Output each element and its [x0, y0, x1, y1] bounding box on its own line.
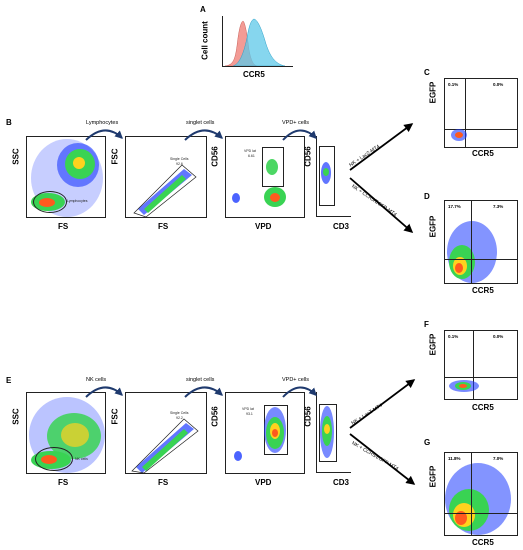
panel-b-plot4-xlabel: CD3	[333, 222, 350, 231]
panel-b-plot3-cd56-vpd: VPD lat 6.61	[225, 136, 305, 218]
panel-d-xlabel: CCR5	[472, 286, 494, 295]
panel-e-step-1: NK cells	[86, 377, 107, 383]
lymphocytes-gate	[33, 191, 67, 213]
singlet-diagonal-svg	[133, 164, 197, 217]
histogram-svg	[224, 18, 286, 66]
panel-e-plot2-fsc-fs: Single Cells 92.2	[125, 392, 207, 474]
panel-e-plot3-ylabel: CD56	[210, 406, 220, 427]
panel-e-step-3: VPD+ cells	[282, 377, 310, 383]
histogram-blue-curve	[232, 18, 286, 66]
panel-b-plot4-cd56-cd3	[316, 136, 351, 217]
vpd-gate-label: VPD lat	[244, 149, 256, 153]
panel-e-plot2-ylabel: FSC	[110, 408, 120, 425]
panel-a-xlabel: CCR5	[243, 70, 265, 79]
panel-a-ylabel: Cell count	[200, 21, 210, 60]
histogram-panel-a	[222, 16, 293, 67]
single-cells-gate-value: 92.6	[176, 162, 183, 166]
panel-b-plot1-ssc-fs: Lymphocytes	[26, 136, 106, 218]
panel-f-ylabel: EGFP	[428, 333, 438, 356]
panel-b-plot2-ylabel: FSC	[110, 148, 120, 165]
panel-c-egfp-ccr5: 0.1% 0.0%	[444, 78, 518, 148]
panel-e-arrow-up-label: NK + LacZ-MT4	[350, 402, 384, 427]
panel-f-egfp-ccr5: 0.1% 0.0%	[444, 330, 518, 400]
panel-e-plot4-ylabel: CD56	[303, 406, 313, 427]
lymphocytes-gate-label: Lymphocytes	[67, 199, 88, 203]
panel-c-q-ur: 0.0%	[493, 82, 504, 87]
panel-letter-g: G	[424, 438, 431, 447]
panel-g-xlabel: CCR5	[472, 538, 494, 547]
panel-f-q-ul: 0.1%	[448, 334, 459, 339]
panel-c-xlabel: CCR5	[472, 149, 494, 158]
panel-b-plot2-xlabel: FS	[158, 222, 169, 231]
cd3-neg-gate-e	[319, 404, 337, 462]
panel-f-q-ur: 0.0%	[493, 334, 504, 339]
panel-letter-a: A	[200, 5, 206, 14]
panel-e-plot1-ssc-fs: NK cells	[26, 392, 106, 474]
panel-b-plot2-fsc-fs: Single Cells 92.6	[125, 136, 207, 218]
panel-e-plot3-xlabel: VPD	[255, 478, 272, 487]
panel-g-q-ul: 11.8%	[448, 456, 461, 461]
panel-f-xlabel: CCR5	[472, 403, 494, 412]
panel-c-ylabel: EGFP	[428, 81, 438, 104]
single-cells-gate-label: Single Cells	[170, 157, 189, 161]
panel-b-plot3-ylabel: CD56	[210, 146, 220, 167]
vpd-gate-label-e: VPD lat	[242, 407, 254, 411]
single-cells-gate-label-e: Single Cells	[170, 411, 189, 415]
panel-b-plot1-xlabel: FS	[58, 222, 69, 231]
panel-letter-d: D	[424, 192, 430, 201]
panel-e-plot1-ylabel: SSC	[11, 408, 21, 425]
panel-b-step-1: Lymphocytes	[86, 120, 119, 126]
panel-e-step-2: singlet cells	[186, 377, 215, 383]
panel-b-arrow-up-label: NK + LacZ-MT4	[348, 143, 382, 169]
panel-b-arrow-down-label: NK + CCR5/EGFP-MT4	[350, 183, 398, 219]
panel-e-plot1-xlabel: FS	[58, 478, 69, 487]
panel-e-arrow-down-label: NK + CCR5/EGFP-MT4	[350, 440, 400, 473]
panel-e-plot3-cd56-vpd: VPD lat 93.1	[225, 392, 305, 474]
panel-b-step-2: singlet cells	[186, 120, 215, 126]
panel-c-q-ul: 0.1%	[448, 82, 459, 87]
vpd-lat-gate	[262, 147, 284, 187]
panel-letter-c: C	[424, 68, 430, 77]
panel-d-q-ul: 17.7%	[448, 204, 461, 209]
nk-cells-gate	[35, 447, 73, 471]
nk-cells-gate-label: NK cells	[75, 457, 88, 461]
panel-e-plot4-xlabel: CD3	[333, 478, 350, 487]
panel-letter-b: B	[6, 118, 12, 127]
panel-b-plot4-ylabel: CD56	[303, 146, 313, 167]
vpd-gate-value: 6.61	[248, 154, 255, 158]
panel-g-egfp-ccr5: 11.8% 7.0%	[444, 452, 518, 536]
vpd-gate-value-e: 93.1	[246, 412, 253, 416]
panel-letter-e: E	[6, 376, 12, 385]
cd3-neg-gate	[319, 146, 335, 206]
panel-d-ylabel: EGFP	[428, 215, 438, 238]
panel-letter-f: F	[424, 320, 429, 329]
panel-b-plot3-xlabel: VPD	[255, 222, 272, 231]
panel-g-ylabel: EGFP	[428, 465, 438, 488]
panel-b-step-3: VPD+ cells	[282, 120, 310, 126]
single-cells-gate-value-e: 92.2	[176, 416, 183, 420]
panel-d-q-ur: 7.3%	[493, 204, 504, 209]
panel-b-plot1-ylabel: SSC	[11, 148, 21, 165]
panel-e-plot4-cd56-cd3	[316, 392, 351, 473]
singlet-diagonal-svg-e	[131, 418, 199, 473]
panel-d-egfp-ccr5: 17.7% 7.3%	[444, 200, 518, 284]
panel-g-q-ur: 7.0%	[493, 456, 504, 461]
panel-e-plot2-xlabel: FS	[158, 478, 169, 487]
